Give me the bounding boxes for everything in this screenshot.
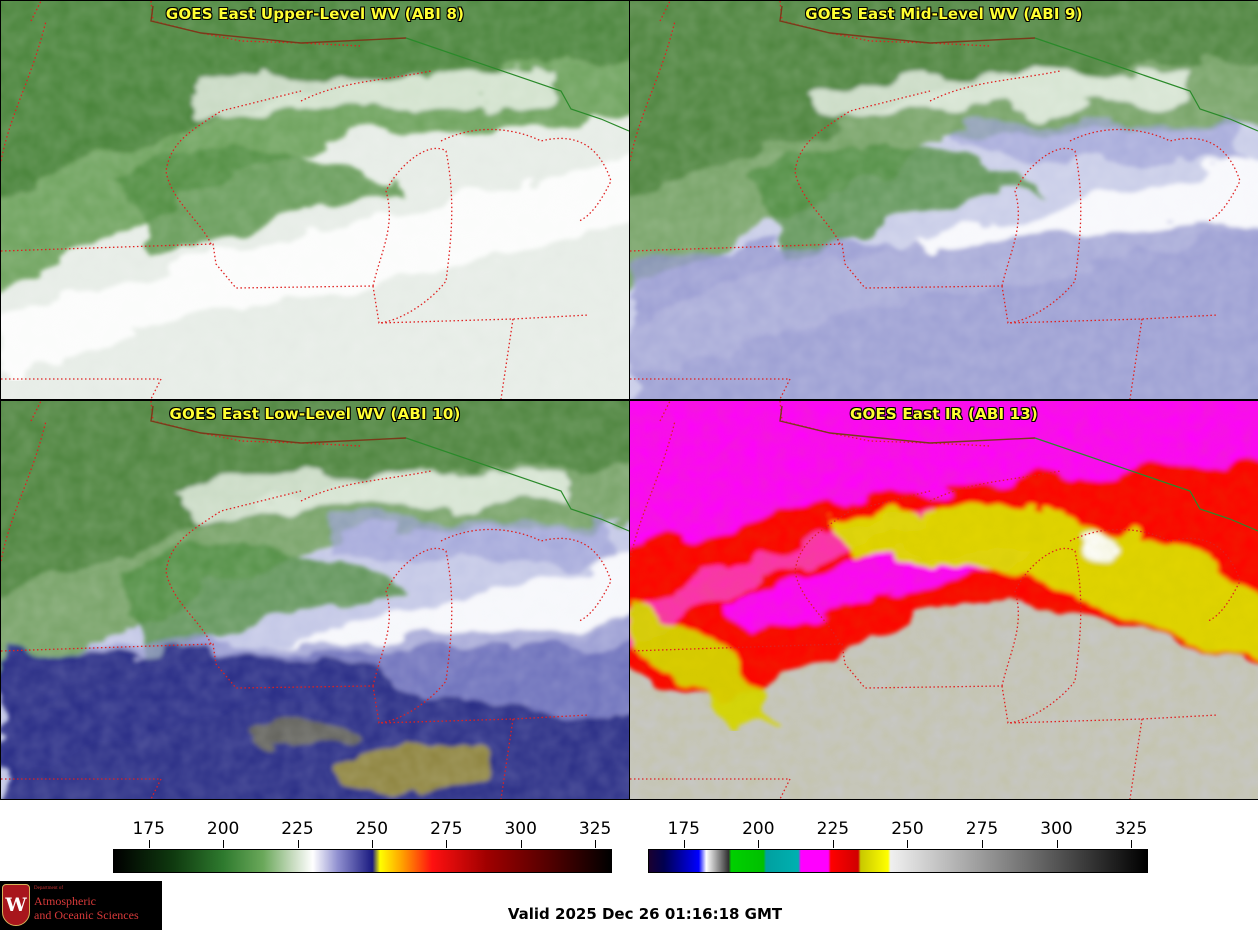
colorbar-ir-tick-label: 300 [1040, 819, 1073, 839]
panel-title: GOES East IR (ABI 13) [849, 405, 1038, 423]
colorbar-ir-tick-label: 275 [965, 819, 999, 839]
panel-title: GOES East Low-Level WV (ABI 10) [169, 405, 461, 423]
valid-time: Valid 2025 Dec 26 01:16:18 GMT [507, 905, 783, 923]
colorbar-ir-tick-mark [981, 840, 983, 848]
colorbar-wv-tick-mark [371, 840, 373, 848]
satellite-image [1, 401, 629, 799]
panel-ir: GOES East IR (ABI 13) [630, 401, 1258, 799]
frame-left [0, 0, 1, 800]
panel-title: GOES East Upper-Level WV (ABI 8) [165, 5, 465, 23]
colorbar-ir-tick-mark [1056, 840, 1058, 848]
colorbar-ir-tick-label: 175 [667, 819, 700, 839]
aos-logo: W Department of Atmospheric and Oceanic … [0, 881, 162, 930]
panel-mid-level-wv: GOES East Mid-Level WV (ABI 9) [630, 1, 1258, 399]
panel-low-level-wv: GOES East Low-Level WV (ABI 10) [1, 401, 629, 799]
colorbar-wv-tick-label: 300 [504, 819, 537, 839]
colorbar-wv-tick-mark [297, 840, 299, 848]
colorbar-ir-tick-mark [832, 840, 834, 848]
colorbar-wv-tick-mark [148, 840, 150, 848]
colorbar-wv-tick-label: 175 [132, 819, 165, 839]
panel-title: GOES East Mid-Level WV (ABI 9) [805, 5, 1083, 23]
logo-line-2: and Oceanic Sciences [34, 908, 139, 922]
colorbar-wv-tick-label: 275 [430, 819, 463, 839]
colorbar-wv-tick-label: 325 [578, 819, 612, 839]
colorbar-wv-tick-mark [520, 840, 522, 848]
colorbar-wv [113, 849, 612, 873]
colorbar-ir-tick-label: 250 [891, 819, 924, 839]
frame-mid-v [628, 0, 630, 800]
panel-upper-level-wv: GOES East Upper-Level WV (ABI 8) [1, 1, 629, 399]
colorbar-wv-tick-label: 225 [281, 819, 314, 839]
colorbar-ir-tick-mark [758, 840, 760, 848]
colorbar-ir-tick-mark [1131, 840, 1133, 848]
colorbar-ir-tick-label: 325 [1114, 819, 1148, 839]
logo-dept-text: Department of [34, 886, 64, 891]
colorbar-ir [648, 849, 1148, 873]
satellite-image [630, 1, 1258, 399]
satellite-image [630, 401, 1258, 799]
logo-line-1: Atmospheric [34, 894, 96, 908]
colorbar-wv-tick-mark [223, 840, 225, 848]
colorbar-wv-tick-label: 200 [206, 819, 240, 839]
colorbar-wv-tick-mark [446, 840, 448, 848]
colorbar-ir-tick-mark [907, 840, 909, 848]
satellite-image [1, 1, 629, 399]
colorbar-wv-tick-label: 250 [355, 819, 389, 839]
colorbar-wv-tick-mark [595, 840, 597, 848]
colorbar-ir-tick-label: 225 [816, 819, 850, 839]
colorbar-ir-tick-mark [683, 840, 685, 848]
colorbar-ir-tick-label: 200 [742, 819, 775, 839]
uw-seal-icon: W [2, 884, 30, 926]
